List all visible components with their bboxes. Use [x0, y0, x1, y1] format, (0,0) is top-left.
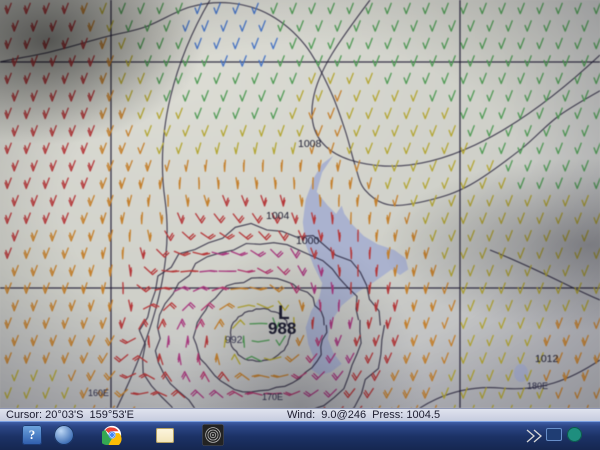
svg-text:1004: 1004 [266, 210, 290, 222]
svg-text:1012: 1012 [535, 353, 559, 365]
svg-text:170E: 170E [262, 392, 283, 402]
svg-text:1008: 1008 [298, 138, 322, 150]
svg-text:1000: 1000 [296, 235, 320, 247]
svg-text:180E: 180E [527, 381, 548, 391]
svg-text:988: 988 [268, 319, 296, 338]
svg-text:992: 992 [225, 334, 243, 346]
svg-text:160E: 160E [88, 388, 109, 398]
